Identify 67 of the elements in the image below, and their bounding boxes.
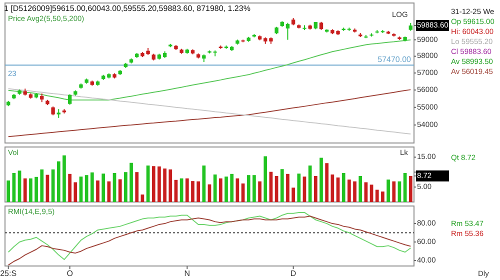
bar [308, 166, 312, 202]
bar [6, 180, 10, 202]
bar [280, 169, 284, 202]
bar [56, 161, 60, 202]
bar [286, 174, 290, 202]
bar [168, 169, 172, 202]
bar [330, 174, 334, 202]
bar [84, 175, 88, 202]
bar [370, 184, 374, 202]
bar [213, 174, 217, 202]
bar [252, 175, 256, 202]
bar [118, 179, 122, 202]
ref-line-label: 57470.00 [378, 55, 412, 64]
bar [196, 181, 200, 202]
bar [34, 176, 38, 202]
candlestick [68, 94, 72, 106]
bar [68, 174, 72, 202]
bar [146, 166, 150, 202]
bar [202, 166, 206, 202]
bar [342, 173, 346, 202]
bar [320, 158, 323, 202]
line-series [8, 216, 412, 266]
bar [102, 174, 106, 202]
bar [381, 192, 384, 202]
bar [219, 178, 222, 202]
chart-title: 1 [D5126009]59615.00,60043.00,59555.20,59883.60, 871980, 1.23% [4, 4, 250, 13]
bar [408, 176, 412, 202]
x-tick-label: 25:S [0, 269, 17, 278]
bar [246, 175, 250, 202]
x-tick-label: D [290, 269, 296, 278]
bar [158, 166, 161, 202]
x-tick-label: O [66, 269, 73, 278]
bar [23, 178, 27, 202]
bar [96, 180, 100, 202]
bar [230, 174, 234, 202]
bar [292, 188, 295, 202]
bar [386, 180, 390, 202]
bar [392, 181, 396, 202]
bar [90, 172, 94, 202]
bar [74, 182, 78, 202]
bar [375, 190, 379, 202]
bar [163, 168, 166, 202]
bar [40, 169, 44, 202]
bar [258, 181, 262, 202]
bar [325, 163, 329, 202]
bar [185, 178, 189, 202]
bar [135, 172, 139, 202]
bar [79, 176, 83, 202]
line-series [8, 39, 412, 101]
bar [264, 156, 268, 202]
bar [348, 180, 351, 202]
bar [302, 176, 306, 202]
bar [224, 176, 228, 202]
bar [297, 174, 301, 202]
bar [191, 181, 194, 202]
bar [140, 194, 144, 202]
bar [62, 155, 66, 202]
candlestick [286, 22, 290, 40]
bar [124, 172, 128, 202]
bar [29, 178, 32, 202]
bar [353, 181, 356, 202]
bar [358, 176, 362, 202]
bar [314, 176, 318, 202]
bar [130, 162, 133, 202]
bar [18, 170, 22, 202]
bar [152, 166, 156, 202]
x-tick-label: N [184, 269, 190, 278]
